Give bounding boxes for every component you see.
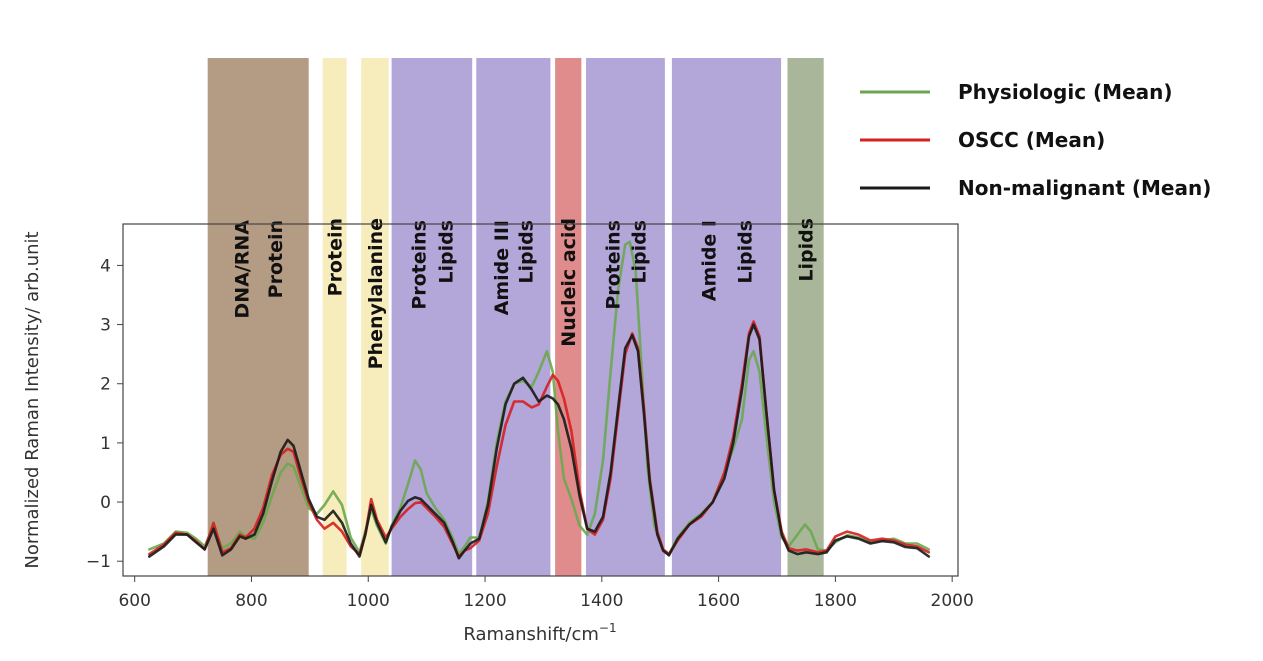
x-tick-label: 1200 [463,591,506,611]
x-tick-label: 2000 [931,591,974,611]
y-tick-label: −1 [86,552,111,572]
band-label-0-1: Protein [265,220,287,298]
x-axis-ticks: 600 800 1000 1200 1400 1600 1800 2000 [118,576,974,611]
legend: Physiologic (Mean) OSCC (Mean) Non-maligna… [860,80,1211,200]
legend-label-0: Physiologic (Mean) [958,80,1173,104]
band-labels-layer: DNA/RNA Protein Protein Phenylalanine Protei… [231,218,817,369]
band-label-8-0: Lipids [796,218,818,282]
y-tick-label: 0 [100,493,111,513]
x-axis-label-exponent: −1 [599,621,617,635]
band-2 [361,58,389,576]
series-line-2 [148,323,931,560]
x-tick-label: 600 [118,591,150,611]
y-tick-label: 1 [100,434,111,454]
series-line-0 [148,240,931,556]
legend-label-2: Non-malignant (Mean) [958,176,1211,200]
band-label-5-0: Nucleic acid [558,218,580,347]
band-layer [207,58,824,576]
x-tick-label: 1800 [814,591,857,611]
series-lines-layer [148,240,931,560]
band-label-3-0: Proteins [408,220,430,310]
y-tick-label: 4 [100,256,111,276]
y-tick-label: 3 [100,316,111,336]
band-8 [787,58,824,576]
y-axis-ticks: −1 0 1 2 3 4 [86,256,123,572]
x-tick-label: 800 [235,591,267,611]
y-axis-label: Normalized Raman Intensity/ arb.unit [22,231,43,568]
band-label-4-0: Amide III [491,220,513,315]
band-label-2-0: Phenylalanine [365,218,387,369]
band-label-1-0: Protein [325,218,347,296]
band-1 [322,58,347,576]
band-label-7-1: Lipids [735,220,757,284]
x-axis-label: Ramanshift/cm−1 [463,621,616,645]
band-0 [207,58,309,576]
band-label-0-0: DNA/RNA [231,220,253,319]
band-label-6-0: Proteins [602,220,624,310]
x-tick-label: 1400 [580,591,623,611]
band-label-6-1: Lipids [629,220,651,284]
band-label-3-1: Lipids [435,220,457,284]
band-label-4-1: Lipids [516,220,538,284]
band-label-7-0: Amide I [698,220,720,301]
plot-frame [122,223,959,577]
x-tick-label: 1000 [347,591,390,611]
y-tick-label: 2 [100,375,111,395]
legend-label-1: OSCC (Mean) [958,128,1105,152]
band-7 [671,58,782,576]
x-axis-label-text: Ramanshift/cm [463,624,598,645]
x-tick-label: 1600 [697,591,740,611]
